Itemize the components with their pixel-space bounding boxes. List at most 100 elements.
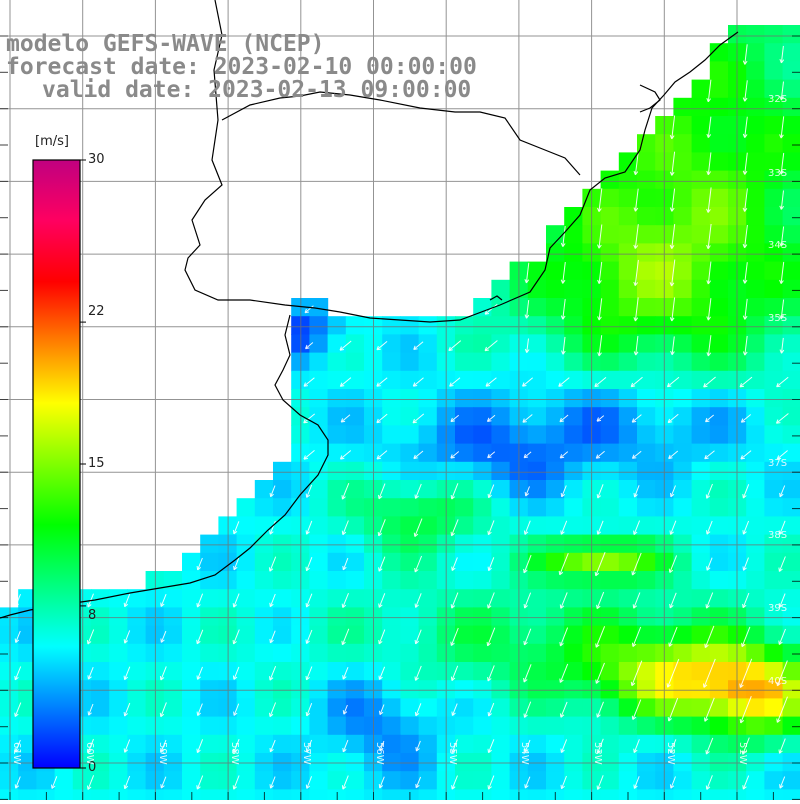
wind-speed-cell — [637, 443, 656, 463]
wind-speed-cell — [491, 480, 511, 499]
wind-speed-cell — [473, 334, 492, 354]
wind-speed-cell — [455, 516, 474, 536]
wind-speed-cell — [764, 207, 784, 226]
wind-speed-cell — [254, 571, 274, 590]
wind-speed-cell — [764, 188, 784, 208]
wind-speed-cell — [673, 334, 693, 354]
wind-speed-cell — [18, 789, 37, 804]
wind-speed-cell — [254, 625, 274, 645]
wind-speed-cell — [254, 607, 274, 627]
wind-speed-cell — [746, 170, 765, 190]
wind-speed-cell — [473, 734, 492, 754]
wind-speed-cell — [673, 643, 693, 663]
wind-speed-cell — [400, 461, 420, 481]
wind-arrow — [742, 188, 748, 212]
wind-speed-cell — [618, 516, 638, 536]
wind-speed-cell — [109, 716, 128, 736]
wind-arrow — [451, 703, 458, 716]
wind-arrow — [742, 116, 748, 138]
wind-speed-cell — [673, 516, 693, 536]
wind-speed-cell — [564, 261, 583, 281]
wind-arrow — [706, 187, 712, 213]
wind-speed-cell — [345, 316, 365, 335]
wind-speed-cell — [564, 461, 583, 481]
wind-speed-cell — [527, 589, 547, 608]
wind-speed-cell — [564, 334, 583, 354]
wind-speed-cell — [491, 425, 511, 445]
wind-arrow — [670, 485, 676, 498]
wind-speed-cell — [400, 516, 420, 536]
wind-speed-cell — [764, 298, 784, 317]
colorbar-unit-label: [m/s] — [35, 134, 69, 149]
wind-arrow — [596, 520, 604, 535]
wind-speed-cell — [382, 370, 401, 390]
wind-speed-cell — [400, 370, 420, 390]
wind-arrow — [232, 629, 240, 645]
wind-arrow — [559, 627, 569, 647]
wind-speed-cell — [782, 316, 800, 335]
wind-arrow — [668, 626, 678, 647]
wind-speed-cell — [182, 589, 201, 608]
wind-speed-cell — [527, 334, 547, 354]
coastline-north — [184, 0, 739, 323]
wind-speed-cell — [273, 534, 292, 554]
wind-speed-cell — [127, 734, 147, 754]
wind-speed-cell — [109, 607, 128, 627]
wind-speed-cell — [782, 298, 800, 317]
wind-speed-cell — [618, 607, 638, 627]
wind-arrow — [339, 450, 352, 460]
wind-arrow — [305, 557, 313, 572]
wind-speed-cell — [473, 407, 492, 426]
wind-speed-cell — [600, 298, 620, 317]
wind-speed-cell — [600, 279, 620, 299]
wind-arrow — [742, 262, 748, 284]
wind-arrow — [706, 152, 712, 176]
wind-speed-cell — [327, 625, 347, 645]
wind-speed-cell — [546, 662, 565, 681]
wind-speed-cell — [709, 461, 729, 481]
wind-speed-cell — [546, 607, 565, 627]
wind-speed-cell — [254, 643, 274, 663]
wind-arrow — [450, 414, 460, 423]
wind-arrow — [450, 483, 459, 500]
wind-arrow — [705, 737, 714, 755]
wind-arrow — [305, 342, 314, 350]
wind-speed-cell — [491, 607, 511, 627]
wind-speed-cell — [400, 662, 420, 681]
wind-arrow — [560, 299, 566, 320]
wind-speed-cell — [273, 516, 292, 536]
wind-speed-cell — [764, 25, 784, 44]
wind-speed-cell — [618, 425, 638, 445]
wind-arrow — [14, 776, 21, 789]
wind-arrow — [304, 305, 314, 314]
wind-arrow — [633, 297, 639, 322]
wind-speed-cell — [782, 771, 800, 790]
wind-speed-cell — [618, 480, 638, 499]
wind-arrow — [305, 484, 313, 498]
wind-speed-cell — [691, 571, 711, 590]
wind-speed-cell — [564, 425, 583, 445]
wind-speed-cell — [673, 152, 693, 172]
wind-speed-cell — [473, 498, 492, 517]
wind-speed-cell — [400, 316, 420, 335]
wind-speed-cell — [236, 734, 256, 754]
wind-speed-cell — [637, 243, 656, 263]
lon-label: 52W — [665, 742, 676, 765]
wind-arrow — [414, 483, 422, 499]
wind-arrow — [269, 485, 276, 498]
wind-arrow — [233, 703, 240, 716]
wind-speed-cell — [709, 298, 729, 317]
wind-speed-cell — [455, 716, 474, 736]
wind-speed-cell — [782, 498, 800, 517]
wind-arrow — [742, 224, 748, 249]
wind-arrow — [451, 557, 458, 571]
wind-speed-cell — [382, 425, 401, 445]
wind-speed-cell — [673, 662, 693, 681]
wind-speed-cell — [764, 771, 784, 790]
wind-speed-cell — [0, 771, 19, 790]
wind-arrow — [596, 591, 605, 610]
wind-speed-cell — [273, 716, 292, 736]
wind-speed-cell — [455, 571, 474, 590]
wind-speed-cell — [473, 643, 492, 663]
wind-speed-cell — [782, 698, 800, 718]
